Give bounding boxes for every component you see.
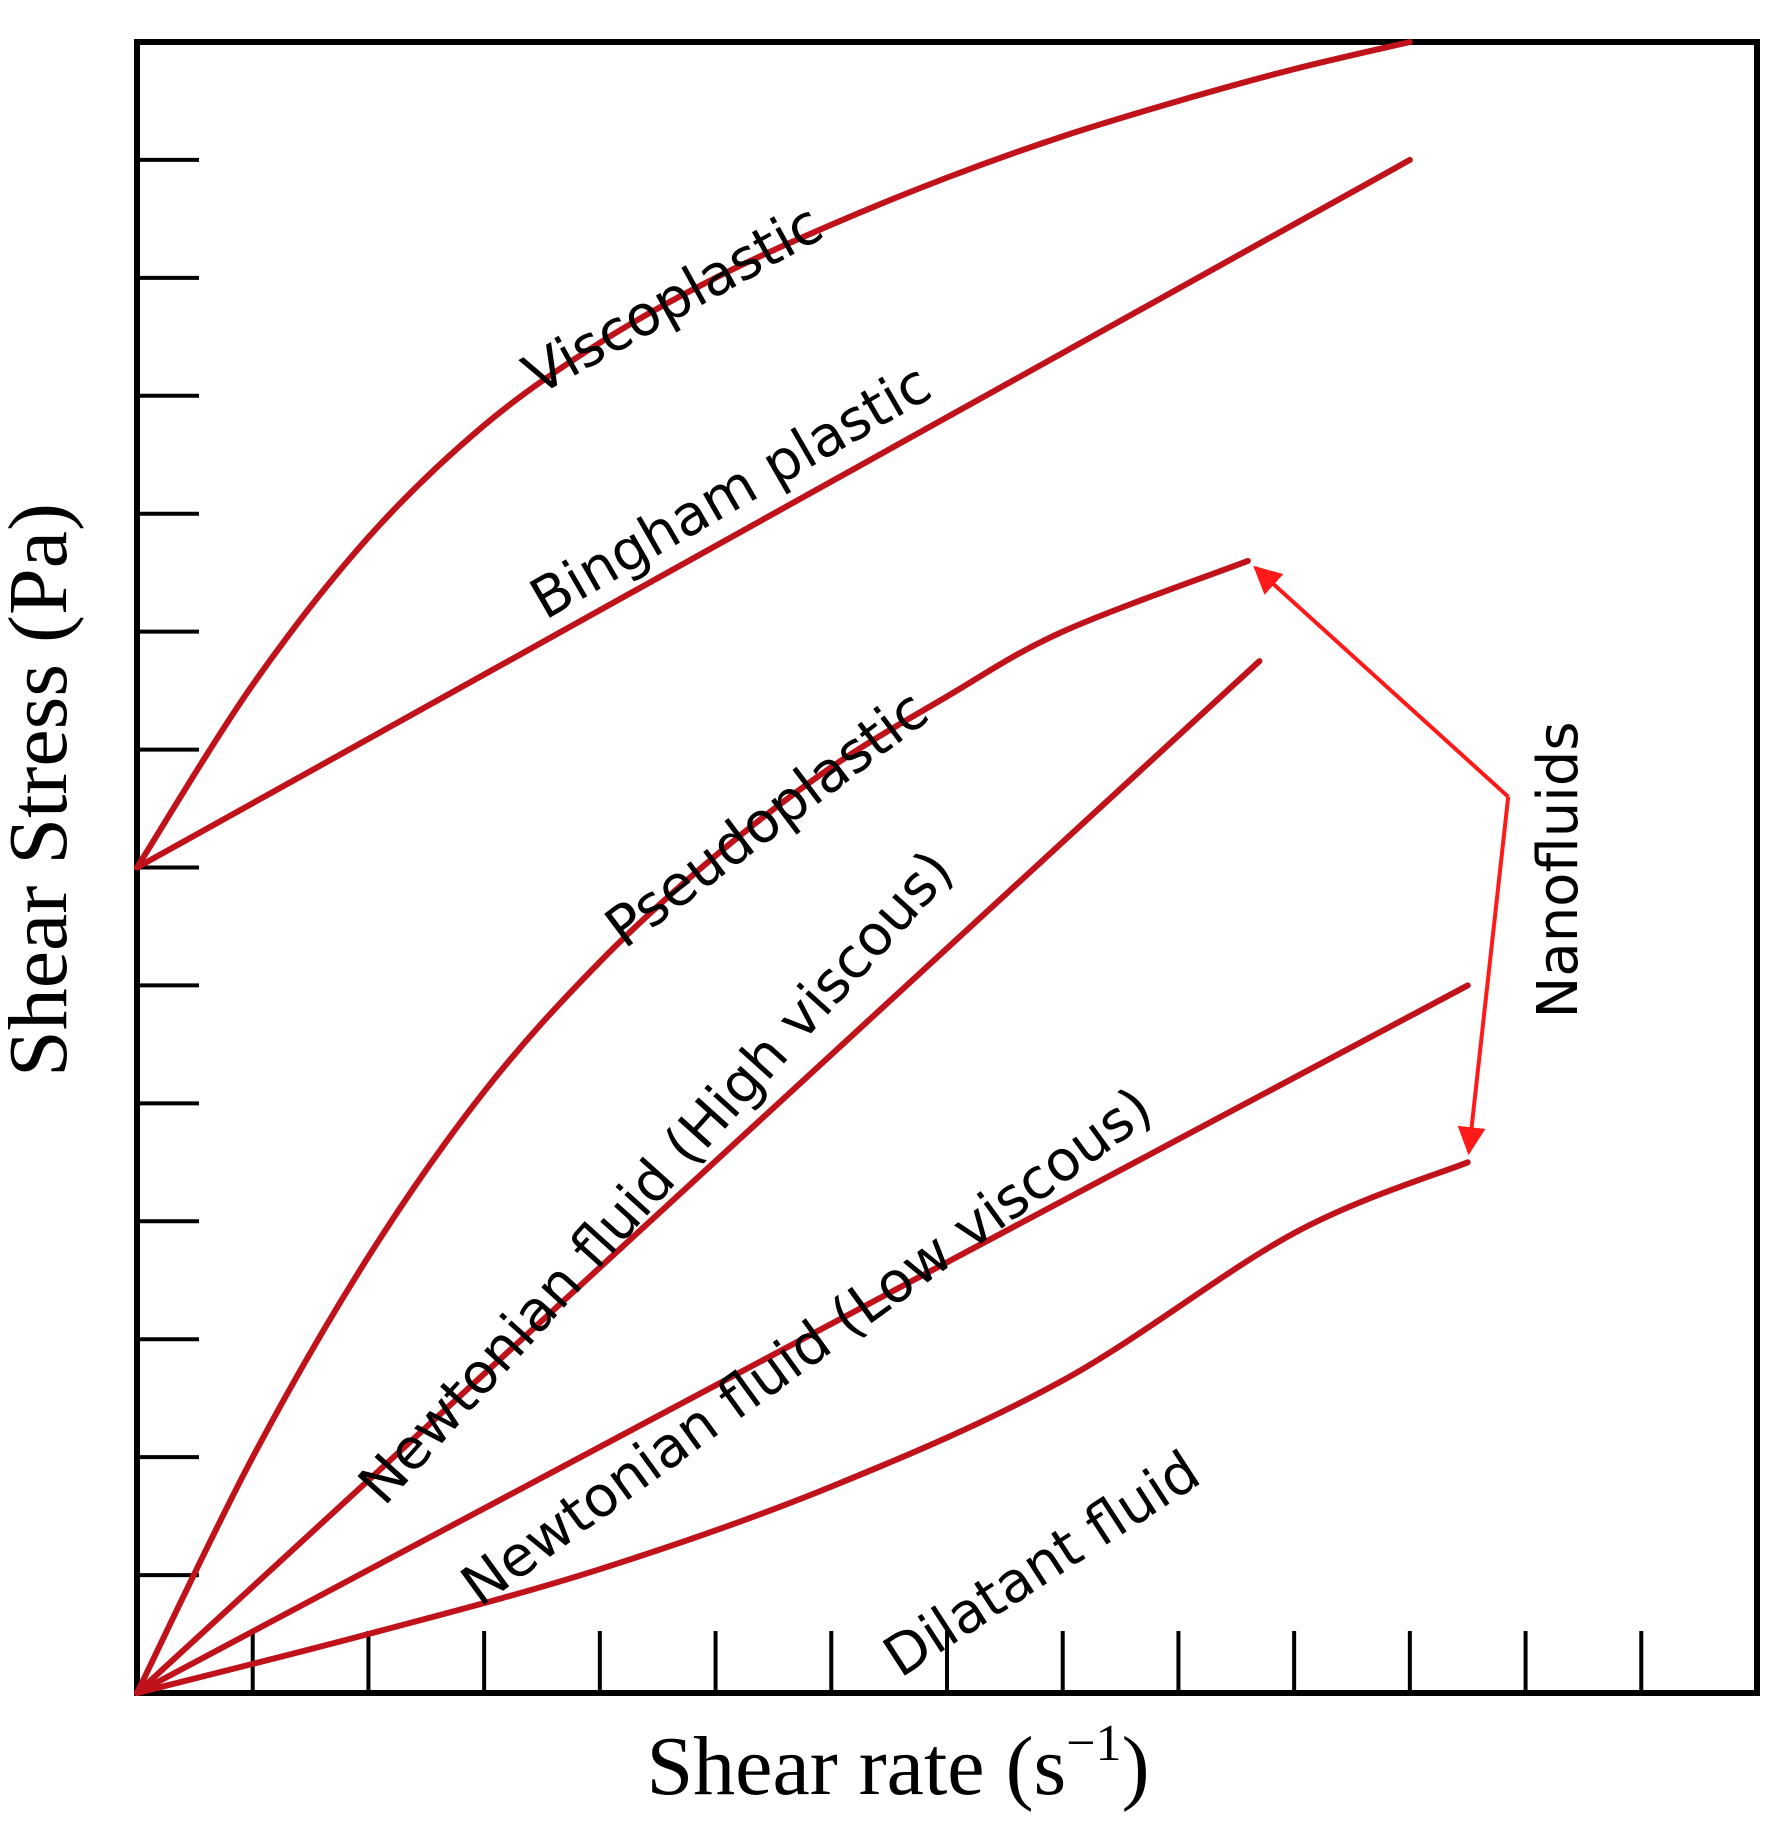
curves <box>134 39 1471 1696</box>
y-axis-ticks <box>137 157 199 1578</box>
curve-dilatant-fluid <box>134 1159 1471 1696</box>
x-axis-title-main: Shear rate (s <box>646 1720 1066 1813</box>
curve-bingham-plastic <box>134 156 1413 871</box>
y-axis-title: Shear Stress (Pa) <box>0 503 85 1077</box>
label-viscoplastic: Viscoplastic <box>513 191 833 408</box>
nanofluids-arrow <box>1253 565 1510 799</box>
curve-viscoplastic <box>134 39 1413 871</box>
nanofluids-annotation <box>1253 565 1511 1156</box>
curve-pseudoplastic <box>134 557 1251 1696</box>
x-axis-title: Shear rate (s−1) <box>646 1715 1149 1813</box>
x-axis-ticks <box>250 1631 1644 1693</box>
x-axis-title-exponent: −1 <box>1066 1715 1121 1772</box>
curve-newtonian-fluid-high-viscous <box>134 658 1263 1696</box>
label-bingham-plastic: Bingham plastic <box>520 351 942 632</box>
x-axis-title-close: ) <box>1122 1720 1150 1813</box>
curve-newtonian-fluid-low-viscous <box>134 982 1471 1696</box>
label-dilatant: Dilatant fluid <box>872 1439 1211 1691</box>
label-nanofluids: Nanofluids <box>1526 721 1591 1018</box>
nanofluids-arrow <box>1457 796 1511 1156</box>
